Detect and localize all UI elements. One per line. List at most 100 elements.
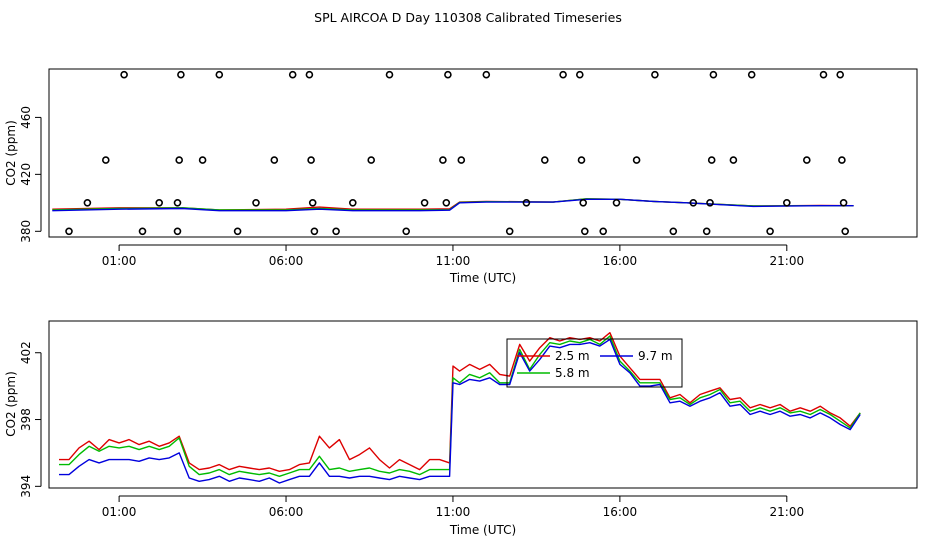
top-data-point — [689, 199, 698, 207]
top-data-point — [707, 156, 716, 164]
top-y-tick-label: 420 — [19, 163, 33, 186]
top-data-point — [420, 199, 429, 207]
top-x-axis: 01:00 06:00 11:00 16:00 21:00 — [102, 244, 805, 268]
top-data-point — [252, 199, 260, 207]
top-data-point — [599, 227, 608, 236]
top-data-point — [65, 227, 73, 236]
top-y-tick-label: 380 — [19, 220, 33, 243]
bottom-x-axis: 01:00 06:00 11:00 16:00 21:00 — [102, 495, 805, 519]
bottom-series-5-8-mm — [59, 335, 861, 477]
bottom-series-2-5-mm — [59, 332, 861, 472]
top-data-point — [836, 70, 845, 79]
top-data-point — [482, 70, 491, 79]
top-data-point — [782, 199, 791, 207]
top-data-point — [651, 70, 659, 79]
top-data-point — [580, 227, 589, 236]
top-data-point — [305, 70, 314, 79]
top-data-point — [702, 227, 711, 236]
bottom-y-axis: 394 398 402 — [19, 341, 42, 498]
top-data-point — [444, 70, 452, 79]
top-data-point — [747, 70, 756, 79]
top-data-point — [173, 199, 182, 207]
top-y-axis: 380 420 460 — [19, 106, 42, 243]
top-data-point — [457, 156, 466, 164]
top-data-point — [332, 227, 340, 236]
bottom-y-axis-label: CO2 (ppm) — [4, 371, 18, 437]
top-data-point — [175, 156, 183, 164]
top-data-point — [766, 227, 774, 236]
top-data-point — [348, 199, 357, 207]
top-data-point — [559, 70, 567, 79]
top-data-point — [102, 156, 110, 164]
top-x-tick-label: 06:00 — [269, 254, 304, 268]
top-data-point — [706, 199, 714, 207]
top-data-point — [177, 70, 185, 79]
top-x-axis-label: Time (UTC) — [449, 271, 516, 285]
chart-title: SPL AIRCOA D Day 110308 Calibrated Times… — [314, 10, 622, 25]
top-data-point — [505, 227, 514, 236]
top-y-tick-label: 460 — [19, 106, 33, 129]
bottom-x-tick-label: 06:00 — [269, 505, 304, 519]
top-data-point — [839, 199, 848, 207]
top-x-tick-label: 16:00 — [603, 254, 638, 268]
top-data-point — [367, 156, 376, 164]
top-x-tick-label: 21:00 — [770, 254, 805, 268]
bottom-series-group — [59, 332, 861, 484]
top-data-point — [540, 156, 549, 164]
top-data-point — [120, 70, 128, 79]
bottom-y-tick-label: 394 — [19, 475, 33, 498]
top-data-point — [522, 199, 531, 207]
bottom-x-axis-label: Time (UTC) — [449, 523, 516, 537]
bottom-y-tick-label: 398 — [19, 408, 33, 431]
top-data-point — [173, 227, 182, 236]
top-data-point — [709, 70, 718, 79]
top-data-point — [442, 199, 451, 207]
bottom-series-9-7-mm — [59, 338, 861, 484]
bottom-plot-frame — [48, 320, 918, 489]
top-data-point — [83, 199, 92, 207]
top-data-point — [575, 70, 584, 79]
top-series-9-7-mm — [52, 198, 854, 212]
legend-label-9-7m: 9.7 m — [638, 349, 673, 363]
top-data-point — [612, 199, 621, 207]
bottom-x-tick-label: 11:00 — [436, 505, 471, 519]
top-data-point — [215, 70, 224, 79]
top-data-point — [577, 156, 586, 164]
top-data-point — [385, 70, 394, 79]
bottom-x-tick-label: 16:00 — [603, 505, 638, 519]
top-y-axis-label: CO2 (ppm) — [4, 120, 18, 186]
top-data-point — [841, 227, 850, 236]
top-data-point — [198, 156, 207, 164]
top-x-tick-label: 11:00 — [436, 254, 471, 268]
top-data-point — [632, 156, 641, 164]
top-data-point — [307, 156, 315, 164]
top-data-point — [802, 156, 811, 164]
top-data-point — [669, 227, 678, 236]
legend-box — [506, 338, 683, 388]
top-data-point — [310, 227, 319, 236]
top-data-point — [819, 70, 828, 79]
top-data-point — [138, 227, 147, 236]
top-data-point — [155, 199, 163, 207]
top-series-group — [52, 198, 854, 212]
top-data-point — [270, 156, 279, 164]
legend: 2.5 m 9.7 m 5.8 m — [506, 338, 683, 388]
top-data-point — [439, 156, 447, 164]
bottom-x-tick-label: 21:00 — [770, 505, 805, 519]
top-data-point — [233, 227, 242, 236]
top-panel: 01:00 06:00 11:00 16:00 21:00 380 420 460 Time… — [4, 68, 918, 285]
top-x-tick-label: 01:00 — [102, 254, 137, 268]
top-points-group — [65, 70, 850, 236]
bottom-y-tick-label: 402 — [19, 341, 33, 364]
top-data-point — [308, 199, 317, 207]
bottom-panel: 01:00 06:00 11:00 16:00 21:00 394 398 402 Time… — [4, 320, 918, 537]
top-data-point — [729, 156, 738, 164]
top-plot-frame — [48, 68, 918, 238]
top-data-point — [579, 199, 588, 207]
legend-label-5-8m: 5.8 m — [555, 366, 590, 380]
bottom-x-tick-label: 01:00 — [102, 505, 137, 519]
top-data-point — [402, 227, 411, 236]
legend-label-2-5m: 2.5 m — [555, 349, 590, 363]
top-data-point — [838, 156, 846, 164]
